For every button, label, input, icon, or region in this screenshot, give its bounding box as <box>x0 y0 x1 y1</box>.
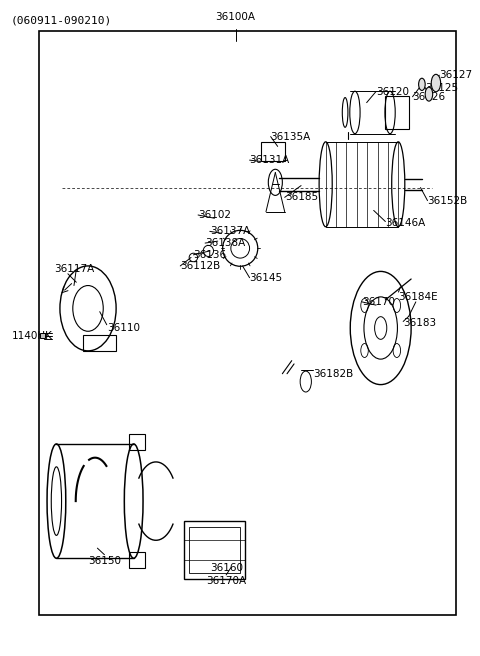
Bar <box>129 434 145 451</box>
Text: 36127: 36127 <box>439 70 472 80</box>
Text: 36117A: 36117A <box>54 264 94 274</box>
Text: 36146A: 36146A <box>385 218 426 228</box>
Text: 36145: 36145 <box>250 273 283 283</box>
Ellipse shape <box>431 74 441 92</box>
Bar <box>84 335 116 351</box>
Text: 36184E: 36184E <box>398 292 438 302</box>
Text: 36120: 36120 <box>376 87 409 96</box>
Ellipse shape <box>419 78 425 91</box>
Text: 36170: 36170 <box>362 297 395 307</box>
Bar <box>189 527 240 573</box>
Ellipse shape <box>425 87 432 101</box>
Text: 36100A: 36100A <box>216 12 255 22</box>
Text: 36102: 36102 <box>198 210 231 220</box>
Text: 36135A: 36135A <box>271 132 311 142</box>
Text: 36131A: 36131A <box>250 155 290 165</box>
Text: 36152B: 36152B <box>428 195 468 205</box>
Text: 36125: 36125 <box>425 83 458 92</box>
Text: 36160: 36160 <box>210 564 243 573</box>
Bar <box>184 521 245 579</box>
Text: 36110: 36110 <box>107 323 140 333</box>
Text: 36136: 36136 <box>193 250 227 260</box>
Bar <box>40 333 45 338</box>
Text: 36183: 36183 <box>403 318 436 329</box>
Text: 36185: 36185 <box>285 192 318 202</box>
Bar <box>385 96 409 129</box>
Text: 36170A: 36170A <box>206 576 246 586</box>
Text: 36182B: 36182B <box>313 369 353 379</box>
Text: 36112B: 36112B <box>180 261 220 271</box>
Text: 1140HK: 1140HK <box>12 331 53 341</box>
Bar <box>129 552 145 568</box>
Text: 36150: 36150 <box>88 556 121 566</box>
Text: 36137A: 36137A <box>210 226 250 236</box>
Text: (060911-090210): (060911-090210) <box>11 16 112 26</box>
Text: 36126: 36126 <box>412 92 445 102</box>
Text: 36138A: 36138A <box>205 238 245 248</box>
Bar <box>261 142 285 161</box>
